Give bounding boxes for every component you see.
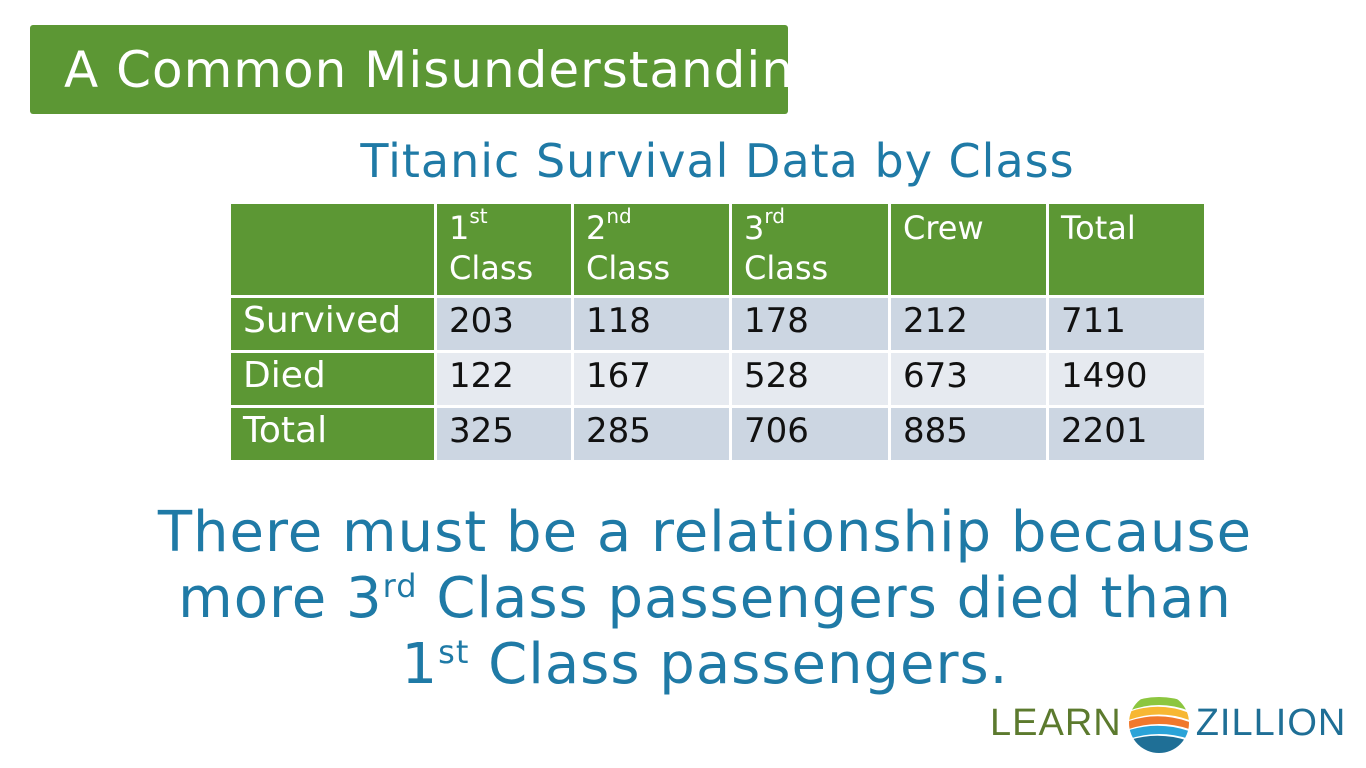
learnzillion-logo: LEARN ZILLION xyxy=(990,690,1346,756)
table-cell: 528 xyxy=(729,350,891,408)
slide-title: A Common Misunderstanding xyxy=(64,40,827,99)
header-total: Total xyxy=(1046,201,1207,298)
header-second-class: 2nd Class xyxy=(571,201,732,298)
table-row-survived: Survived 203 118 178 212 711 xyxy=(228,295,1207,353)
table-cell: 167 xyxy=(571,350,732,408)
table-row-died: Died 122 167 528 673 1490 xyxy=(228,350,1207,408)
table-cell: 122 xyxy=(434,350,574,408)
header-corner xyxy=(228,201,437,298)
table-header-row: 1st Class 2nd Class 3rd Class Crew Total xyxy=(228,201,1207,298)
table-cell: 673 xyxy=(888,350,1049,408)
table-cell: 1490 xyxy=(1046,350,1207,408)
table-cell: 285 xyxy=(571,405,732,463)
logo-text-learn: LEARN xyxy=(990,702,1122,744)
row-label: Died xyxy=(228,350,437,408)
header-banner: A Common Misunderstanding xyxy=(30,25,826,114)
table-cell: 885 xyxy=(888,405,1049,463)
table-cell: 711 xyxy=(1046,295,1207,353)
table-cell: 325 xyxy=(434,405,574,463)
header-third-class: 3rd Class xyxy=(729,201,891,298)
table-row-total: Total 325 285 706 885 2201 xyxy=(228,405,1207,463)
survival-table: 1st Class 2nd Class 3rd Class Crew Total Su… xyxy=(228,201,1207,463)
logo-text-zillion: ZILLION xyxy=(1195,702,1347,744)
table-cell: 178 xyxy=(729,295,891,353)
row-label: Survived xyxy=(228,295,437,353)
table-cell: 203 xyxy=(434,295,574,353)
logo-swirl-icon xyxy=(1128,693,1189,753)
row-label: Total xyxy=(228,405,437,463)
table-cell: 212 xyxy=(888,295,1049,353)
table-cell: 2201 xyxy=(1046,405,1207,463)
header-first-class: 1st Class xyxy=(434,201,574,298)
header-crew: Crew xyxy=(888,201,1049,298)
table-cell: 118 xyxy=(571,295,732,353)
table-title: Titanic Survival Data by Class xyxy=(360,134,1075,188)
table-cell: 706 xyxy=(729,405,891,463)
statement-text: There must be a relationship because mor… xyxy=(157,500,1253,697)
